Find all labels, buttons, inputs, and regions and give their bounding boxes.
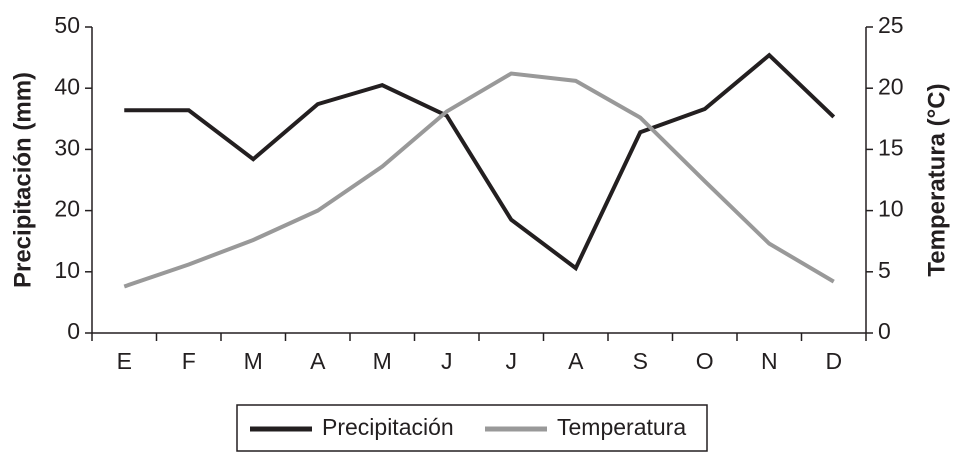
y-tick-label: 0 <box>67 318 80 344</box>
series-line <box>123 71 835 289</box>
x-tick-label: D <box>825 348 842 374</box>
y-axis-title: Precipitación (mm) <box>9 72 36 288</box>
y-tick-label: 40 <box>54 73 80 99</box>
y2-tick-label: 20 <box>878 73 904 99</box>
y-tick-label: 50 <box>54 12 80 38</box>
y2-tick-label: 10 <box>878 196 904 222</box>
y-tick-label: 30 <box>54 134 80 160</box>
y2-tick-label: 25 <box>878 12 904 38</box>
legend-label: Temperatura <box>557 414 686 440</box>
legend-box <box>236 404 708 452</box>
x-tick-label: M <box>244 348 263 374</box>
legend-label: Precipitación <box>322 414 454 440</box>
x-tick-label: A <box>568 348 584 374</box>
x-tick-label: E <box>117 348 132 374</box>
y2-axis-title: Temperatura (°C) <box>923 83 950 276</box>
x-tick-label: F <box>182 348 196 374</box>
y2-tick-label: 15 <box>878 134 904 160</box>
x-tick-label: N <box>761 348 778 374</box>
x-tick-label: M <box>373 348 392 374</box>
x-tick-label: O <box>696 348 714 374</box>
x-tick-label: J <box>506 348 518 374</box>
y2-tick-label: 0 <box>878 318 891 344</box>
x-tick-label: S <box>633 348 648 374</box>
y2-tick-label: 5 <box>878 257 891 283</box>
y-tick-label: 20 <box>54 196 80 222</box>
y-tick-label: 10 <box>54 257 80 283</box>
x-tick-label: J <box>441 348 453 374</box>
x-tick-label: A <box>310 348 326 374</box>
series-line <box>124 52 836 272</box>
